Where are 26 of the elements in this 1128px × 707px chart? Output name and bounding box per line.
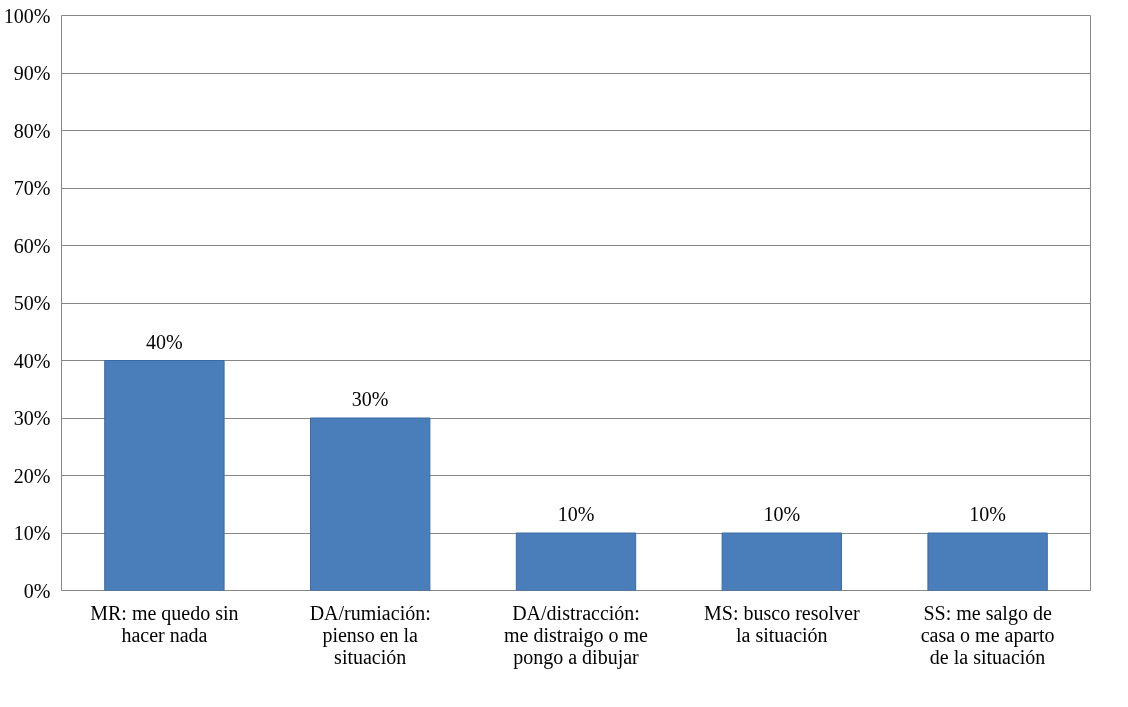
y-tick-label: 70%: [13, 177, 51, 199]
data-label: 40%: [146, 330, 183, 353]
x-tick-label: MS: busco resolver la situación: [704, 601, 860, 646]
x-tick-label: SS: me salgo de casa o me aparto de la situación: [920, 601, 1055, 668]
y-tick-label: 90%: [13, 62, 51, 84]
data-label: 10%: [969, 503, 1006, 525]
x-tick-label: MR: me quedo sin hacer nada: [90, 601, 239, 646]
bar: [721, 532, 842, 591]
y-tick-label: 50%: [13, 292, 51, 314]
bar: [310, 417, 431, 591]
bar: [515, 532, 637, 591]
data-label: 10%: [557, 503, 595, 525]
y-tick-label: 100%: [3, 4, 51, 27]
y-tick-label: 10%: [13, 522, 51, 544]
x-tick-label: DA/rumiación: pienso en la situación: [309, 601, 431, 668]
y-tick-label: 0%: [23, 579, 51, 602]
y-tick-label: 60%: [13, 234, 51, 257]
x-tick-label: DA/distracción: me distraigo o me pongo a dibujar: [504, 601, 649, 669]
y-tick-label: 20%: [13, 464, 51, 487]
y-tick-label: 40%: [13, 349, 51, 372]
y-tick-label: 80%: [13, 119, 51, 142]
data-label: 10%: [763, 503, 801, 525]
y-tick-label: 30%: [13, 407, 51, 429]
bar: [927, 532, 1048, 591]
bar: [104, 360, 225, 591]
data-label: 30%: [351, 388, 389, 410]
